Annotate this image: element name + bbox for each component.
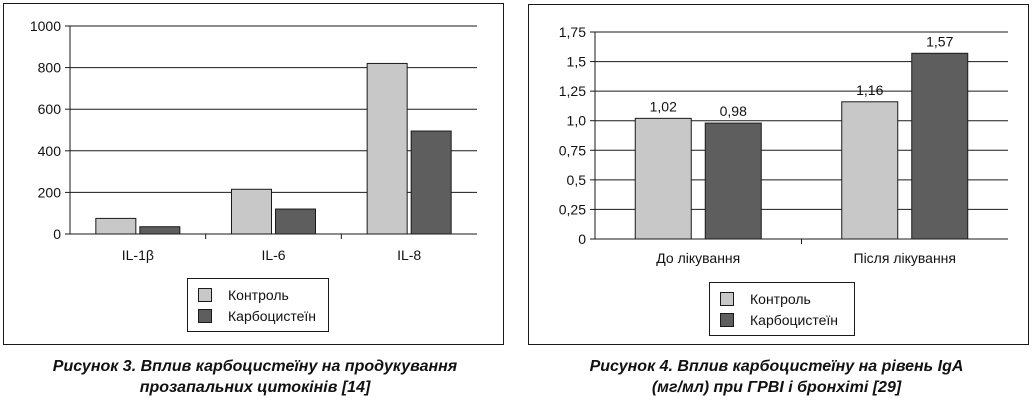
y-tick-label: 1,75 [559, 24, 586, 40]
chart-panel-cytokines: 0 200 400 600 800 1000 IL-1β IL-6 IL-8 Контроль … [3, 3, 504, 345]
y-axis: 0 0,25 0,5 0,75 1,0 1,25 1,5 1,75 [559, 24, 595, 247]
y-tick-label: 200 [38, 184, 62, 200]
legend-swatch-carbocysteine [720, 313, 734, 327]
bar [841, 101, 899, 240]
legend-label-carbocysteine: Карбоцистеїн [228, 308, 317, 324]
y-tick-label: 0 [578, 231, 586, 247]
caption-line: (мг/мл) при ГРВІ і бронхіті [29] [651, 379, 902, 396]
bar [95, 217, 137, 235]
legend-item-carbocysteine: Карбоцистеїн [198, 308, 316, 324]
legend-item-control: Контроль [198, 287, 289, 303]
y-tick-label: 600 [38, 101, 62, 117]
x-tick-label: До лікування [656, 250, 740, 266]
legend-label-carbocysteine: Карбоцистеїн [750, 312, 839, 328]
bar [634, 117, 692, 240]
y-tick-label: 1,5 [567, 54, 587, 70]
figure-caption-4: Рисунок 4. Вплив карбоцистеїну на рівень… [520, 356, 1033, 398]
bars [634, 52, 969, 240]
bar [704, 122, 762, 240]
caption-line: прозапальних цитокінів [14] [139, 379, 371, 396]
bar [410, 130, 452, 235]
x-tick-label: IL-8 [397, 247, 421, 263]
y-tick-label: 400 [38, 143, 62, 159]
gridlines [70, 25, 477, 193]
y-tick-label: 800 [38, 60, 62, 76]
legend-swatch-control [198, 288, 212, 302]
y-axis: 0 200 400 600 800 1000 [30, 18, 70, 242]
bars [95, 62, 452, 235]
data-label: 1,02 [650, 98, 677, 114]
chart-panel-iga: 0 0,25 0,5 0,75 1,0 1,25 1,5 1,75 До лікування 1,… [528, 4, 1029, 345]
x-tick-label: IL-6 [261, 247, 285, 263]
y-tick-label: 0,5 [567, 172, 587, 188]
y-tick-label: 1000 [30, 18, 61, 34]
legend-swatch-control [720, 292, 734, 306]
data-label: 1,16 [856, 82, 883, 98]
bar [911, 52, 969, 240]
bar [231, 188, 272, 235]
legend-item-control: Контроль [720, 291, 811, 307]
data-label: 0,98 [720, 103, 747, 119]
chart-cytokines: 0 200 400 600 800 1000 IL-1β IL-6 IL-8 [30, 18, 477, 263]
legend-item-carbocysteine: Карбоцистеїн [720, 312, 838, 328]
legend-label-control: Контроль [228, 287, 289, 303]
x-tick-label: Після лікування [854, 250, 956, 266]
y-tick-label: 1,0 [567, 113, 587, 129]
bar [139, 226, 181, 235]
figure-caption-3: Рисунок 3. Вплив карбоцистеїну на продук… [0, 356, 510, 398]
bar [366, 62, 408, 235]
x-tick-label: IL-1β [122, 247, 154, 263]
data-label: 1,57 [926, 33, 953, 49]
caption-line: Рисунок 3. Вплив карбоцистеїну на продук… [52, 358, 458, 375]
legend-label-control: Контроль [750, 291, 811, 307]
legend: Контроль Карбоцистеїн [709, 282, 855, 336]
bar [275, 208, 316, 235]
y-tick-label: 0,75 [559, 142, 586, 158]
legend-swatch-carbocysteine [198, 309, 212, 323]
y-tick-label: 1,25 [559, 83, 586, 99]
caption-line: Рисунок 4. Вплив карбоцистеїну на рівень… [589, 358, 964, 375]
y-tick-label: 0,25 [559, 201, 586, 217]
chart-iga: 0 0,25 0,5 0,75 1,0 1,25 1,5 1,75 До лікування 1,… [559, 24, 1008, 266]
legend: Контроль Карбоцистеїн [187, 278, 329, 332]
y-tick-label: 0 [53, 226, 61, 242]
